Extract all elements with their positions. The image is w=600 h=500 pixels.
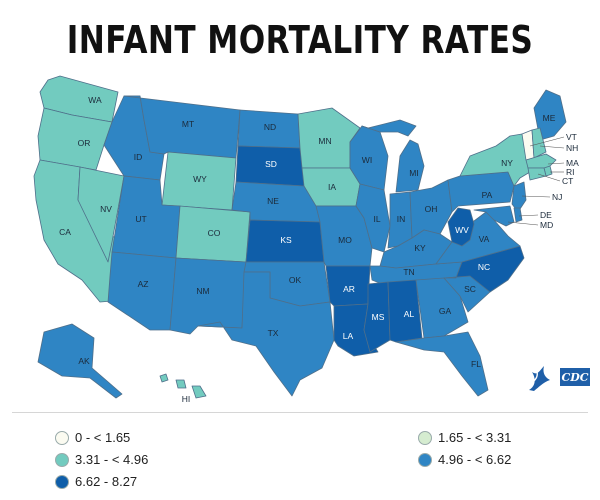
state-label-wv: WV — [455, 225, 469, 235]
state-ak — [37, 323, 123, 399]
state-label-ia: IA — [328, 182, 336, 192]
state-label-nj: NJ — [552, 192, 562, 202]
legend-label-2: 3.31 - < 4.96 — [75, 452, 149, 467]
state-label-il: IL — [373, 214, 380, 224]
state-label-mt: MT — [182, 119, 194, 129]
leader-line-vt — [529, 136, 565, 147]
state-label-oh: OH — [425, 204, 438, 214]
state-label-wa: WA — [88, 95, 102, 105]
state-az — [107, 251, 177, 331]
us-choropleth-map: WA OR CA NV ID MT WY UT CO AZ NM ND SD NE KS OK TX MN IA MO… — [33, 75, 579, 404]
state-label-sd: SD — [265, 159, 277, 169]
state-label-ky: KY — [414, 243, 426, 253]
leader-line-nj — [521, 195, 551, 198]
state-label-mn: MN — [318, 136, 331, 146]
page-title: INFANT MORTALITY RATES — [66, 18, 534, 62]
legend-swatch-1 — [418, 430, 432, 445]
state-label-co: CO — [208, 228, 221, 238]
cdc-logo: CDC — [524, 360, 590, 394]
state-label-vt: VT — [566, 132, 577, 142]
legend-item-3: 4.96 - < 6.62 — [418, 452, 511, 467]
state-hi-part-2 — [191, 385, 207, 399]
state-label-ks: KS — [280, 235, 292, 245]
state-label-in: IN — [397, 214, 406, 224]
state-nv — [77, 166, 125, 263]
state-ct — [527, 167, 547, 181]
state-hi-part-1 — [175, 379, 187, 389]
state-de — [513, 207, 523, 223]
legend-swatch-4 — [55, 474, 69, 489]
state-label-nc: NC — [478, 262, 490, 272]
state-va — [435, 211, 521, 265]
state-label-ma: MA — [566, 158, 579, 168]
state-label-la: LA — [343, 331, 354, 341]
state-label-tx: TX — [268, 328, 279, 338]
state-nj — [511, 181, 527, 213]
legend-label-0: 0 - < 1.65 — [75, 430, 131, 445]
legend-swatch-0 — [55, 430, 69, 445]
cdc-wordmark: CDC — [560, 368, 590, 386]
state-label-pa: PA — [482, 190, 493, 200]
state-label-ct: CT — [562, 176, 573, 186]
state-label-ne: NE — [267, 196, 279, 206]
state-label-nd: ND — [264, 122, 276, 132]
state-label-hi: HI — [182, 394, 191, 404]
state-fl — [395, 331, 489, 397]
state-md — [473, 205, 515, 227]
state-hi-part-0 — [159, 373, 169, 383]
state-label-wy: WY — [193, 174, 207, 184]
state-label-ny: NY — [501, 158, 513, 168]
leader-line-de — [518, 214, 539, 217]
state-label-md: MD — [540, 220, 553, 230]
state-wv — [447, 207, 475, 247]
state-nh — [531, 127, 547, 159]
legend-swatch-3 — [418, 452, 432, 467]
state-label-al: AL — [404, 309, 415, 319]
state-label-ar: AR — [343, 284, 355, 294]
state-label-id: ID — [134, 152, 143, 162]
state-mi-part-0 — [361, 119, 417, 137]
state-label-az: AZ — [138, 279, 149, 289]
state-label-sc: SC — [464, 284, 476, 294]
state-label-ca: CA — [59, 227, 71, 237]
state-label-me: ME — [543, 113, 556, 123]
state-label-ms: MS — [372, 312, 385, 322]
legend-label-3: 4.96 - < 6.62 — [438, 452, 512, 467]
state-tx — [197, 271, 335, 397]
legend-swatch-2 — [55, 452, 69, 467]
state-nm — [169, 257, 247, 335]
legend-label-4: 6.62 - 8.27 — [75, 474, 138, 489]
state-label-mo: MO — [338, 235, 352, 245]
hhs-eagle-icon — [529, 366, 550, 391]
state-label-mi: MI — [409, 168, 418, 178]
leader-line-ma — [547, 162, 565, 165]
legend-item-1: 1.65 - < 3.31 — [418, 430, 511, 445]
leader-line-md — [507, 221, 539, 226]
state-label-nv: NV — [100, 204, 112, 214]
state-mt — [123, 95, 241, 159]
leader-line-ct — [537, 173, 561, 182]
leader-line-nh — [539, 145, 565, 149]
state-label-tn: TN — [403, 267, 414, 277]
legend-item-2: 3.31 - < 4.96 — [55, 452, 148, 467]
legend-item-0: 0 - < 1.65 — [55, 430, 130, 445]
state-label-or: OR — [78, 138, 91, 148]
state-label-va: VA — [479, 234, 490, 244]
state-or — [37, 107, 113, 171]
legend-label-1: 1.65 - < 3.31 — [438, 430, 512, 445]
state-label-ut: UT — [135, 214, 146, 224]
state-label-wi: WI — [362, 155, 372, 165]
legend-divider — [12, 412, 588, 413]
state-il — [355, 183, 391, 253]
state-label-fl: FL — [471, 359, 481, 369]
legend-item-4: 6.62 - 8.27 — [55, 474, 137, 489]
state-label-nm: NM — [196, 286, 209, 296]
state-label-ok: OK — [289, 275, 302, 285]
state-mi-part-1 — [395, 139, 425, 193]
state-label-nh: NH — [566, 143, 578, 153]
state-label-ak: AK — [78, 356, 90, 366]
state-label-ga: GA — [439, 306, 452, 316]
state-label-ri: RI — [566, 167, 575, 177]
state-label-de: DE — [540, 210, 552, 220]
